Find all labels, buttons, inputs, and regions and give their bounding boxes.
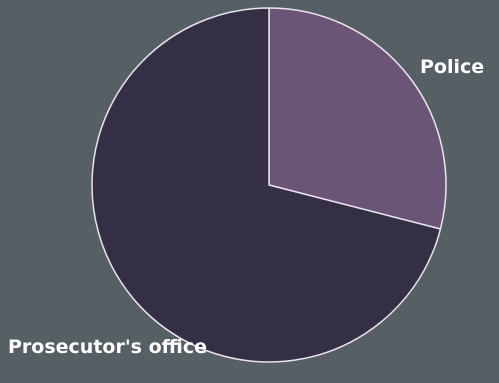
slice-label-prosecutors-office: Prosecutor's office <box>8 336 207 358</box>
pie-slice-prosecutor-s-office <box>91 7 442 363</box>
slice-label-police: Police <box>420 56 485 78</box>
pie-slices <box>91 7 447 363</box>
pie-slice-police <box>268 7 447 230</box>
